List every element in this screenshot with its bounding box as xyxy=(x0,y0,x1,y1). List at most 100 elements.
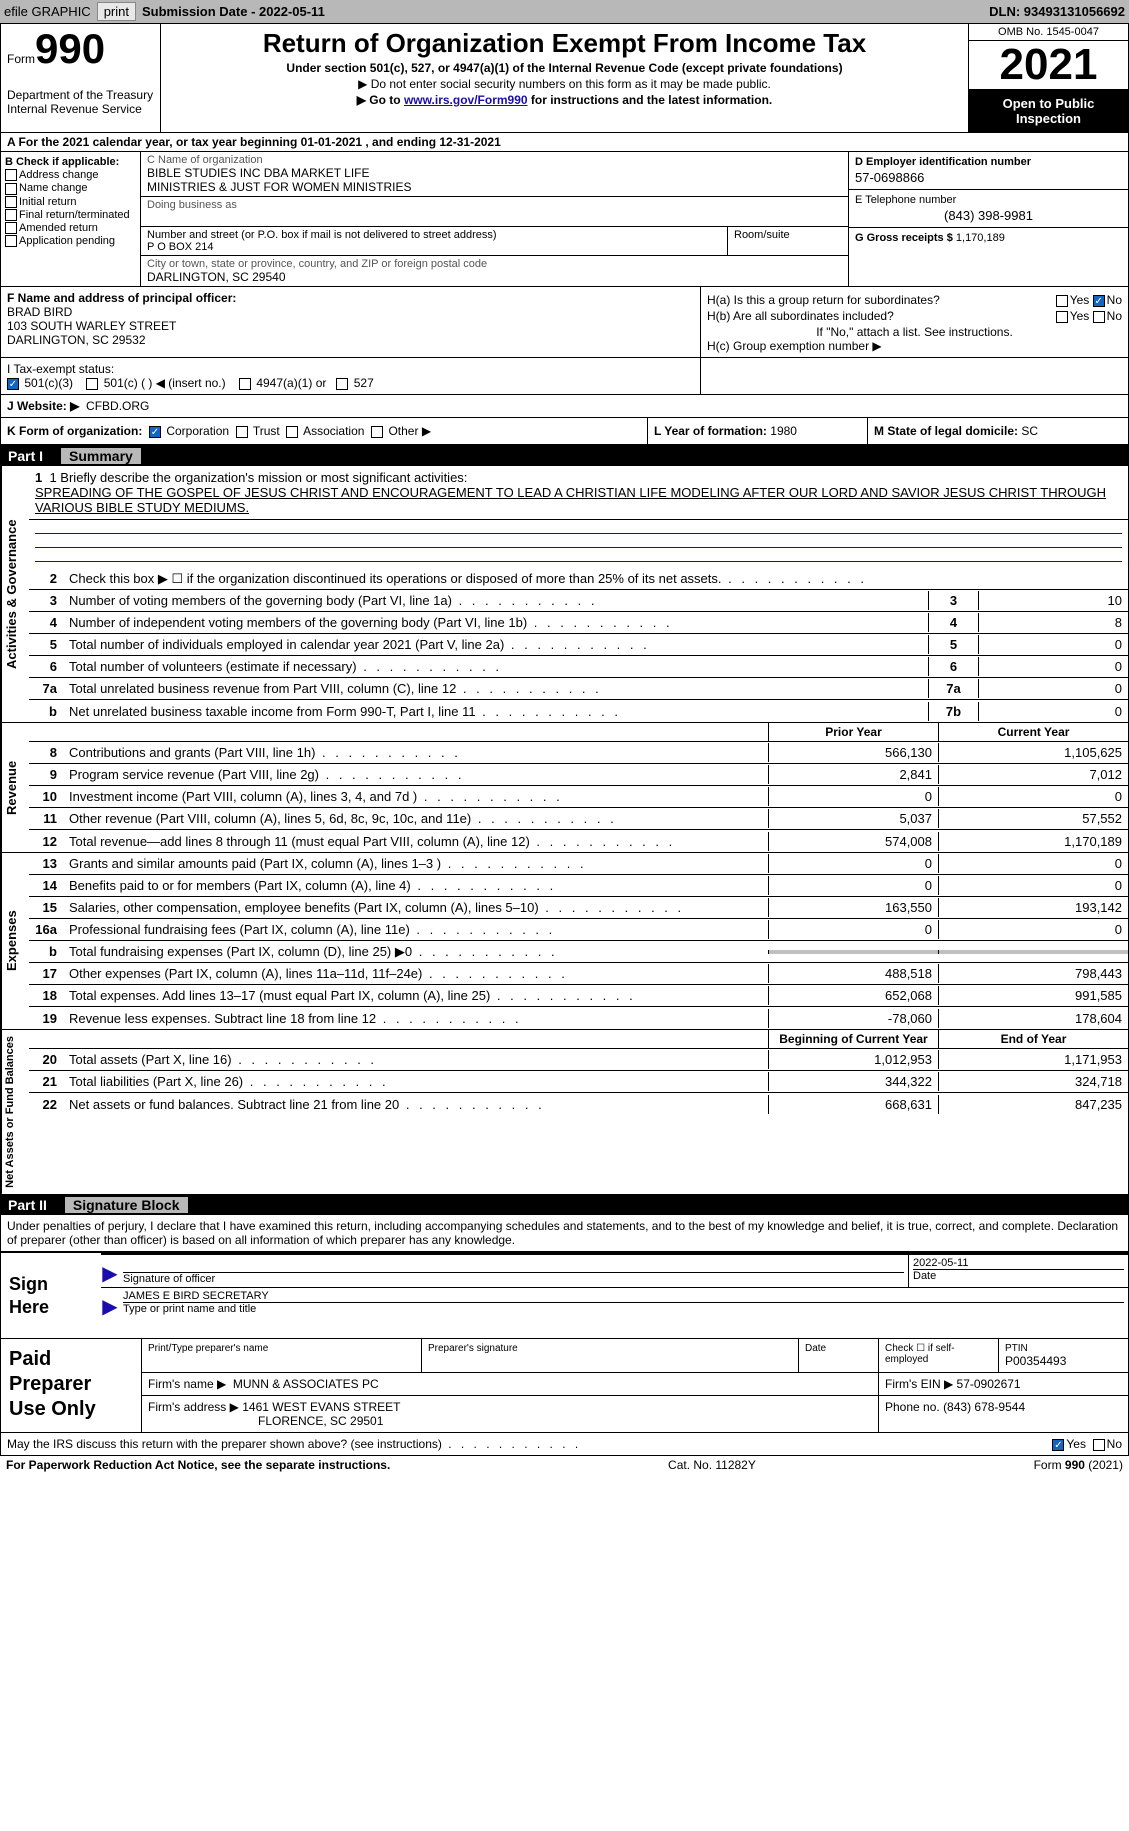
prior-value: 163,550 xyxy=(768,898,938,917)
firm-name-label: Firm's name ▶ xyxy=(148,1377,226,1391)
opt-amended-return[interactable]: Amended return xyxy=(5,222,136,234)
ha-answer: Yes No xyxy=(1056,293,1122,307)
part1-title: Summary xyxy=(61,448,141,464)
part2-title: Signature Block xyxy=(65,1197,188,1213)
line-value: 8 xyxy=(978,613,1128,632)
hb-answer: Yes No xyxy=(1056,309,1122,323)
irs-link[interactable]: www.irs.gov/Form990 xyxy=(404,93,528,107)
line-desc: Total liabilities (Part X, line 26) xyxy=(65,1072,768,1091)
tax-status: I Tax-exempt status: 501(c)(3) 501(c) ( … xyxy=(1,358,701,394)
prior-value xyxy=(768,950,938,954)
line-desc: Total number of individuals employed in … xyxy=(65,635,928,654)
prior-value: 0 xyxy=(768,854,938,873)
current-value: 1,170,189 xyxy=(938,832,1128,851)
arrow-icon: ▶ xyxy=(101,1288,119,1319)
tax-year: 2021 xyxy=(969,41,1128,90)
l-label: L Year of formation: xyxy=(654,424,767,438)
chk-527[interactable] xyxy=(336,378,348,390)
chk-corporation[interactable] xyxy=(149,426,161,438)
tax-row: I Tax-exempt status: 501(c)(3) 501(c) ( … xyxy=(0,358,1129,395)
hdr-current: Current Year xyxy=(938,723,1128,741)
opt-name-change[interactable]: Name change xyxy=(5,182,136,194)
current-value: 991,585 xyxy=(938,986,1128,1005)
opt-501c: 501(c) ( ) ◀ (insert no.) xyxy=(104,376,226,390)
table-row: 9 Program service revenue (Part VIII, li… xyxy=(29,764,1128,786)
mission-label: 1 Briefly describe the organization's mi… xyxy=(49,470,467,485)
line-desc: Other revenue (Part VIII, column (A), li… xyxy=(65,809,768,828)
box-h: H(a) Is this a group return for subordin… xyxy=(701,287,1128,357)
chk-trust[interactable] xyxy=(236,426,248,438)
box-d: D Employer identification number 57-0698… xyxy=(848,152,1128,286)
line-desc: Total revenue—add lines 8 through 11 (mu… xyxy=(65,832,768,851)
chk-4947[interactable] xyxy=(239,378,251,390)
table-row: 19 Revenue less expenses. Subtract line … xyxy=(29,1007,1128,1029)
ptin-label: PTIN xyxy=(1005,1343,1122,1354)
officer-name-label: Type or print name and title xyxy=(123,1303,1124,1315)
note-link-post: for instructions and the latest informat… xyxy=(528,93,773,107)
table-row: 21 Total liabilities (Part X, line 26) 3… xyxy=(29,1071,1128,1093)
line-desc: Professional fundraising fees (Part IX, … xyxy=(65,920,768,939)
line-desc: Salaries, other compensation, employee b… xyxy=(65,898,768,917)
governance-section: Activities & Governance 1 1 Briefly desc… xyxy=(0,466,1129,723)
line-desc: Contributions and grants (Part VIII, lin… xyxy=(65,743,768,762)
rule-line xyxy=(35,548,1122,562)
ha-label: H(a) Is this a group return for subordin… xyxy=(707,293,940,307)
line-number: b xyxy=(29,944,65,959)
line-desc: Total number of volunteers (estimate if … xyxy=(65,657,928,676)
prior-value: 0 xyxy=(768,876,938,895)
room-label: Room/suite xyxy=(734,229,842,241)
line-number: 6 xyxy=(29,659,65,674)
prior-value: 0 xyxy=(768,920,938,939)
title-box: Return of Organization Exempt From Incom… xyxy=(161,24,968,132)
table-row: 3 Number of voting members of the govern… xyxy=(29,590,1128,612)
chk-association[interactable] xyxy=(286,426,298,438)
line-box: 6 xyxy=(928,657,978,676)
info-grid: B Check if applicable: Address change Na… xyxy=(0,152,1129,287)
line-desc: Other expenses (Part IX, column (A), lin… xyxy=(65,964,768,983)
chk-501c3[interactable] xyxy=(7,378,19,390)
l-value: 1980 xyxy=(770,424,797,438)
opt-application-pending[interactable]: Application pending xyxy=(5,235,136,247)
line-desc: Number of voting members of the governin… xyxy=(65,591,928,610)
prior-value: 652,068 xyxy=(768,986,938,1005)
line-desc: Benefits paid to or for members (Part IX… xyxy=(65,876,768,895)
chk-501c[interactable] xyxy=(86,378,98,390)
line-number: 10 xyxy=(29,789,65,804)
ein-value: 57-0698866 xyxy=(855,170,1122,185)
officer-label: F Name and address of principal officer: xyxy=(7,291,236,305)
sig-officer-label: Signature of officer xyxy=(123,1273,904,1285)
efile-label: efile GRAPHIC xyxy=(4,4,91,19)
discuss-row: May the IRS discuss this return with the… xyxy=(0,1433,1129,1456)
line-desc: Revenue less expenses. Subtract line 18 … xyxy=(65,1009,768,1028)
officer-addr2: DARLINGTON, SC 29532 xyxy=(7,333,694,347)
table-row: b Total fundraising expenses (Part IX, c… xyxy=(29,941,1128,963)
table-row: 15 Salaries, other compensation, employe… xyxy=(29,897,1128,919)
sig-intro: Under penalties of perjury, I declare th… xyxy=(0,1215,1129,1251)
opt-final-return[interactable]: Final return/terminated xyxy=(5,209,136,221)
line-number: 13 xyxy=(29,856,65,871)
opt-initial-return[interactable]: Initial return xyxy=(5,196,136,208)
ein-label: D Employer identification number xyxy=(855,156,1122,168)
print-button[interactable]: print xyxy=(97,2,136,21)
side-expenses: Expenses xyxy=(1,853,29,1029)
officer-name-typed: JAMES E BIRD SECRETARY xyxy=(123,1290,1124,1303)
firm-name: MUNN & ASSOCIATES PC xyxy=(233,1377,379,1391)
table-row: 5 Total number of individuals employed i… xyxy=(29,634,1128,656)
current-value: 1,105,625 xyxy=(938,743,1128,762)
phone-value: (843) 398-9981 xyxy=(855,208,1122,223)
sign-here-label: Sign Here xyxy=(1,1253,101,1338)
hdr-end: End of Year xyxy=(938,1030,1128,1048)
chk-other[interactable] xyxy=(371,426,383,438)
line-number: b xyxy=(29,704,65,719)
inspection-label: Open to Public Inspection xyxy=(969,90,1128,132)
org-name: BIBLE STUDIES INC DBA MARKET LIFE MINIST… xyxy=(147,166,842,194)
mission-block: 1 1 Briefly describe the organization's … xyxy=(29,466,1128,520)
note-link-pre: ▶ Go to xyxy=(357,93,404,107)
opt-address-change[interactable]: Address change xyxy=(5,169,136,181)
firm-ein: 57-0902671 xyxy=(957,1377,1021,1391)
mission-text: SPREADING OF THE GOSPEL OF JESUS CHRIST … xyxy=(35,485,1122,515)
footer-right: Form 990 (2021) xyxy=(1034,1458,1123,1472)
line-desc: Grants and similar amounts paid (Part IX… xyxy=(65,854,768,873)
table-row: 11 Other revenue (Part VIII, column (A),… xyxy=(29,808,1128,830)
box-k: K Form of organization: Corporation Trus… xyxy=(1,418,648,444)
